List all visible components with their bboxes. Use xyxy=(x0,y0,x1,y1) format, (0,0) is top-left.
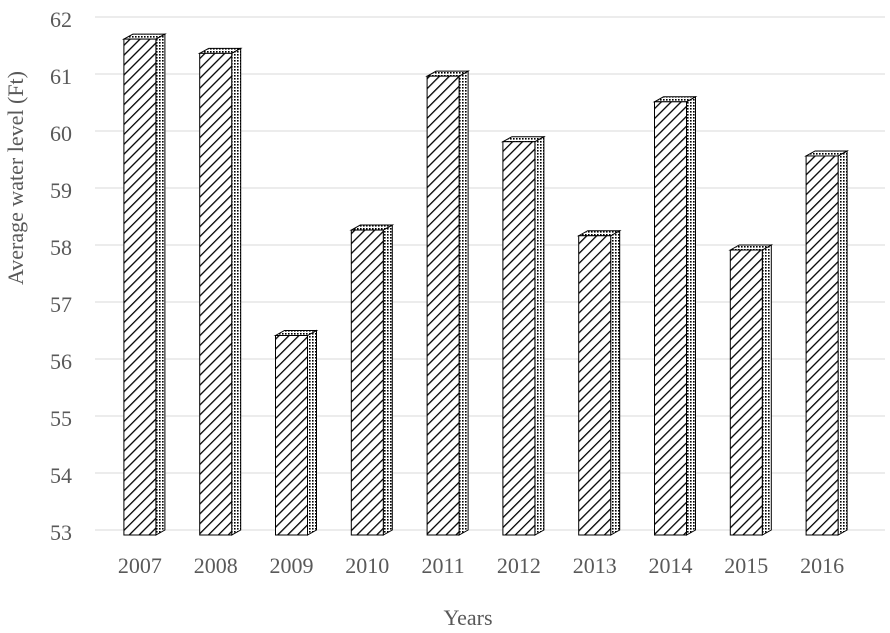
y-tick-label: 58 xyxy=(50,235,72,260)
bar-side xyxy=(610,229,621,536)
bar-side xyxy=(761,244,772,536)
x-tick-label: 2012 xyxy=(497,553,541,578)
x-tick-label: 2011 xyxy=(422,553,465,578)
bar-side xyxy=(837,150,848,536)
bar-front xyxy=(729,249,763,536)
bar-side xyxy=(458,70,469,536)
bar xyxy=(273,329,319,536)
bar-front xyxy=(805,155,839,536)
bar-side xyxy=(686,95,696,536)
x-tick-label: 2010 xyxy=(345,553,389,578)
bar-side xyxy=(231,47,242,536)
bar-front xyxy=(123,38,157,536)
x-tick-label: 2013 xyxy=(573,553,617,578)
bar xyxy=(500,135,546,536)
bar xyxy=(121,33,167,536)
x-tick-label: 2016 xyxy=(800,553,844,578)
bar-front xyxy=(426,75,460,536)
bar xyxy=(652,95,698,536)
bar xyxy=(425,70,471,536)
bar xyxy=(576,229,622,536)
y-tick-label: 55 xyxy=(50,406,72,431)
x-tick-label: 2007 xyxy=(118,553,162,578)
y-tick-label: 60 xyxy=(50,121,72,146)
y-axis-title: Average water level (Ft) xyxy=(3,71,28,285)
bar-front xyxy=(350,229,384,536)
bar-side xyxy=(382,224,393,536)
y-tick-label: 56 xyxy=(50,349,72,374)
y-tick-label: 54 xyxy=(50,463,72,488)
y-tick-label: 61 xyxy=(50,64,72,89)
bar-front xyxy=(578,235,612,536)
bar-side xyxy=(155,33,166,536)
bar xyxy=(728,244,774,536)
bar-front xyxy=(275,335,308,536)
bar xyxy=(804,150,850,536)
y-tick-label: 53 xyxy=(50,520,72,545)
x-axis-title: Years xyxy=(443,605,492,630)
x-tick-label: 2009 xyxy=(270,553,314,578)
x-tick-label: 2014 xyxy=(649,553,693,578)
bar-front xyxy=(502,141,536,536)
x-tick-label: 2015 xyxy=(724,553,768,578)
bar xyxy=(197,47,243,536)
bar-front xyxy=(199,52,233,536)
bar-side xyxy=(534,135,545,536)
y-tick-label: 57 xyxy=(50,292,72,317)
bar-front xyxy=(654,101,687,536)
x-tick-label: 2008 xyxy=(194,553,238,578)
y-tick-label: 59 xyxy=(50,178,72,203)
bar xyxy=(349,224,395,536)
y-tick-label: 62 xyxy=(50,7,72,32)
bar-side xyxy=(307,329,317,536)
